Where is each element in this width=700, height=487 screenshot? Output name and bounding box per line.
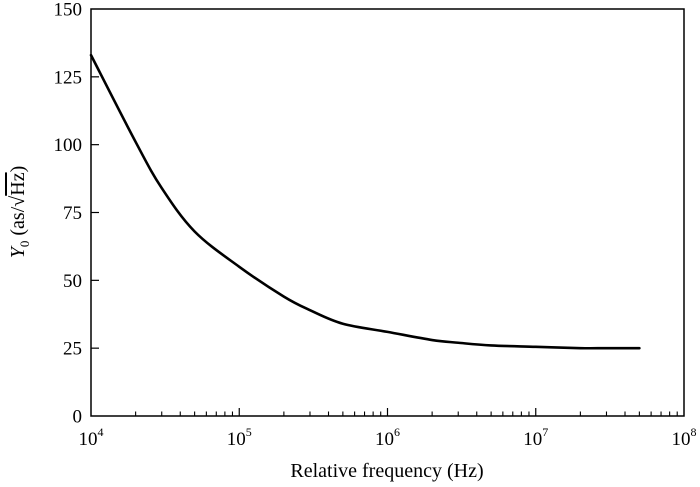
x-tick-label: 106 — [375, 425, 400, 450]
y-tick-label: 0 — [73, 407, 83, 428]
y-axis-title: Y0 (as/√Hz) — [7, 166, 32, 259]
x-axis-title: Relative frequency (Hz) — [290, 460, 483, 482]
y-axis-symbol: Y — [7, 245, 29, 258]
svg-text:Y0 (as/√Hz): Y0 (as/√Hz) — [7, 166, 32, 259]
y-tick-label: 75 — [63, 203, 82, 224]
y-axis-subscript: 0 — [17, 241, 32, 248]
y-axis-unit-radicand: Hz — [7, 172, 29, 195]
plot-frame — [90, 8, 685, 417]
sqrt-sign: √ — [7, 196, 29, 207]
series-line — [89, 53, 641, 350]
tick-labels-layer: 104 105 106 107 108 0 25 50 75 100 125 150 — [54, 0, 697, 450]
y-tick-label: 150 — [54, 0, 83, 21]
x-tick-label: 108 — [672, 425, 697, 450]
x-tick-label: 107 — [523, 425, 548, 450]
series-layer — [89, 53, 641, 350]
y-tick-label: 25 — [63, 339, 82, 360]
y-tick-label: 50 — [63, 271, 82, 292]
ticks-layer — [91, 76, 678, 416]
y-axis-unit-suffix: ) — [7, 166, 29, 173]
x-tick-label: 105 — [227, 425, 252, 450]
x-tick-label: 104 — [79, 425, 104, 450]
y-axis-unit-prefix: (as/ — [7, 206, 29, 240]
y-tick-label: 100 — [54, 135, 83, 156]
y-tick-label: 125 — [54, 67, 83, 88]
